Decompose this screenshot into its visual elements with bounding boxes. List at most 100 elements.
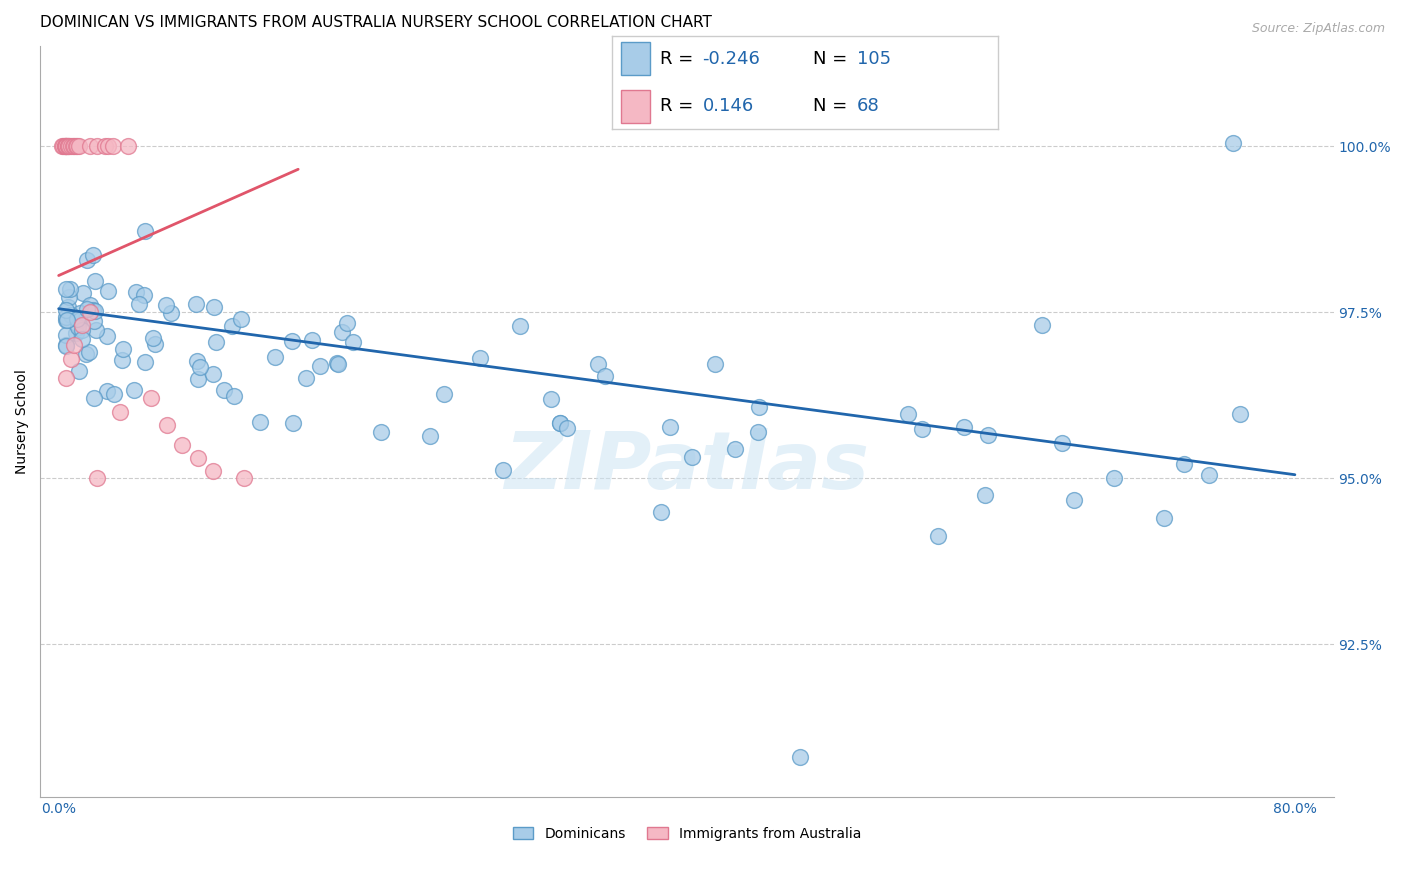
Text: 68: 68 xyxy=(858,97,880,115)
Point xyxy=(83,304,105,318)
Point xyxy=(53,139,76,153)
Point xyxy=(122,383,145,397)
Point xyxy=(134,355,156,369)
Point xyxy=(650,505,672,519)
Text: 0.146: 0.146 xyxy=(703,97,754,115)
Point xyxy=(187,451,209,466)
Point xyxy=(82,303,104,318)
Point xyxy=(84,274,107,288)
Point xyxy=(540,392,562,406)
Point xyxy=(58,139,80,153)
Point xyxy=(326,357,349,371)
Point xyxy=(96,384,118,398)
Text: Source: ZipAtlas.com: Source: ZipAtlas.com xyxy=(1251,22,1385,36)
Point xyxy=(342,334,364,349)
Point xyxy=(953,419,976,434)
Point xyxy=(83,392,105,406)
Point xyxy=(548,416,571,430)
Point xyxy=(111,352,134,367)
Point xyxy=(419,429,441,443)
Point xyxy=(86,139,108,153)
Point xyxy=(82,248,104,262)
Point xyxy=(927,529,949,543)
Point xyxy=(789,750,811,764)
Point xyxy=(281,334,304,348)
Point xyxy=(309,359,332,373)
Point xyxy=(58,290,80,304)
Point xyxy=(156,417,179,432)
Point xyxy=(101,139,124,153)
Point xyxy=(55,338,77,352)
Point xyxy=(1153,511,1175,525)
Point xyxy=(187,372,209,386)
Bar xyxy=(621,42,650,76)
Point xyxy=(747,425,769,440)
Point xyxy=(55,139,77,153)
Point xyxy=(67,139,90,153)
Point xyxy=(56,139,79,153)
Point xyxy=(205,334,228,349)
Point xyxy=(143,337,166,351)
Point xyxy=(976,427,998,442)
Point xyxy=(59,282,82,296)
Point xyxy=(229,312,252,326)
Point xyxy=(111,342,134,356)
Bar xyxy=(621,89,650,123)
Point xyxy=(55,302,77,317)
Point xyxy=(281,417,304,431)
Point xyxy=(117,139,139,153)
Point xyxy=(55,312,77,326)
Point xyxy=(79,298,101,312)
Point xyxy=(65,139,87,153)
Point xyxy=(557,420,579,434)
Point xyxy=(221,318,243,333)
Point xyxy=(186,354,208,368)
Text: ZIPatlas: ZIPatlas xyxy=(505,427,869,506)
Point xyxy=(593,368,616,383)
Point xyxy=(159,306,181,320)
Point xyxy=(1198,467,1220,482)
Point xyxy=(586,357,609,371)
Point xyxy=(724,442,747,457)
Point xyxy=(76,252,98,267)
Point xyxy=(60,351,83,366)
Point xyxy=(84,323,107,337)
Point xyxy=(65,326,87,340)
Point xyxy=(59,308,82,322)
Point xyxy=(55,310,77,324)
Point xyxy=(201,367,224,381)
Point xyxy=(110,404,132,418)
Point xyxy=(103,387,125,401)
Point xyxy=(70,318,93,333)
Point xyxy=(66,312,89,326)
Point xyxy=(128,297,150,311)
Point xyxy=(72,286,94,301)
Point xyxy=(55,139,77,153)
Point xyxy=(53,139,76,153)
Point xyxy=(134,224,156,238)
Point xyxy=(468,351,491,365)
Point xyxy=(69,313,91,327)
Text: -0.246: -0.246 xyxy=(703,50,761,68)
Point xyxy=(79,305,101,319)
Point xyxy=(97,139,120,153)
Point xyxy=(233,471,256,485)
Point xyxy=(492,463,515,477)
Point xyxy=(79,139,101,153)
Point xyxy=(55,338,77,352)
Point xyxy=(67,364,90,378)
Point xyxy=(335,316,357,330)
Point xyxy=(748,400,770,414)
Text: R =: R = xyxy=(659,97,693,115)
Point xyxy=(202,301,225,315)
Point xyxy=(1031,318,1053,333)
Point xyxy=(186,297,208,311)
Point xyxy=(75,346,97,360)
Point xyxy=(94,139,117,153)
Point xyxy=(1063,493,1085,508)
Point xyxy=(55,371,77,385)
Point xyxy=(681,450,703,465)
Point xyxy=(301,333,323,347)
Point xyxy=(172,438,194,452)
Point xyxy=(67,320,90,334)
